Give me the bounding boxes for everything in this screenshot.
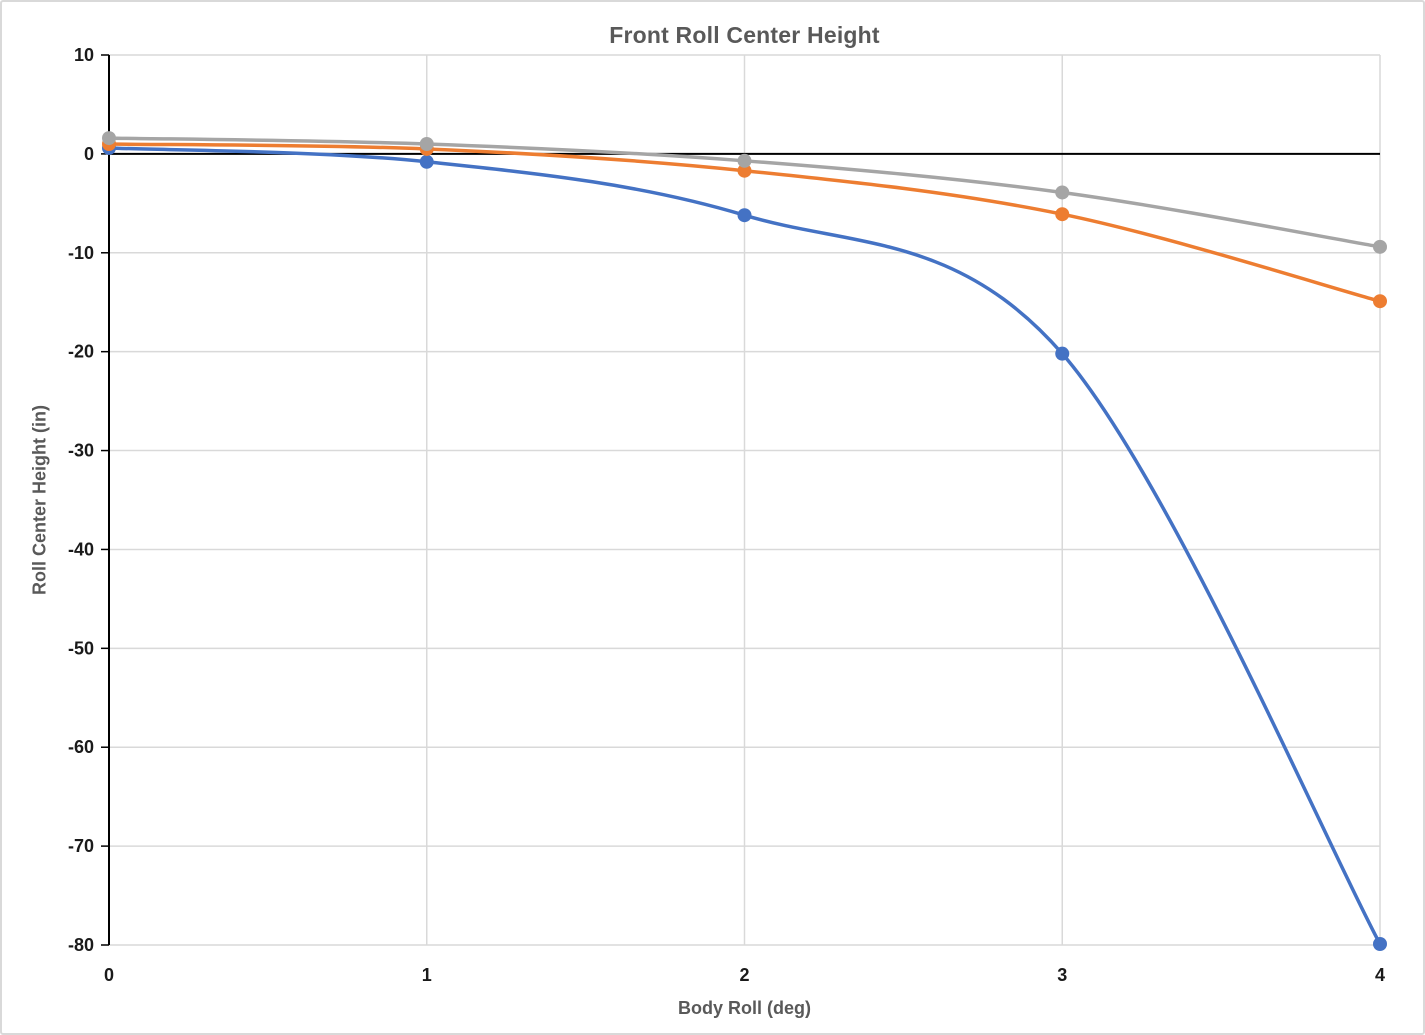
- y-tick-label: -50: [68, 638, 94, 658]
- y-tick-label: 0: [84, 144, 94, 164]
- blue-series-marker: [1055, 346, 1070, 361]
- y-tick-label: -30: [68, 441, 94, 461]
- orange-series-marker: [1373, 294, 1387, 309]
- y-axis-title: Roll Center Height (in): [29, 405, 50, 595]
- x-tick-label: 2: [739, 965, 749, 985]
- chart-title: Front Roll Center Height: [609, 22, 880, 48]
- blue-series-marker: [737, 208, 752, 223]
- x-tick-label: 4: [1375, 965, 1385, 985]
- y-tick-label: -60: [68, 737, 94, 757]
- blue-series-marker: [1373, 937, 1387, 952]
- gray-series-marker: [1055, 185, 1070, 200]
- y-tick-label: -80: [68, 935, 94, 955]
- gray-series-marker: [419, 137, 434, 151]
- x-tick-label: 0: [104, 965, 114, 985]
- blue-series-line: [107, 146, 1382, 946]
- gray-series-marker: [102, 131, 116, 146]
- gray-series-marker: [1373, 239, 1387, 254]
- y-tick-label: -70: [68, 836, 94, 856]
- x-tick-label: 3: [1057, 965, 1067, 985]
- y-tick-label: -20: [68, 342, 94, 362]
- x-tick-label: 1: [422, 965, 432, 985]
- gray-series-marker: [737, 153, 752, 168]
- orange-series-marker: [737, 163, 752, 178]
- blue-series-marker: [419, 154, 434, 169]
- orange-series-marker: [1055, 207, 1070, 222]
- y-tick-label: -40: [68, 539, 94, 559]
- y-tick-label: 10: [74, 45, 94, 65]
- x-axis-title: Body Roll (deg): [678, 998, 811, 1018]
- y-tick-label: -10: [68, 243, 94, 263]
